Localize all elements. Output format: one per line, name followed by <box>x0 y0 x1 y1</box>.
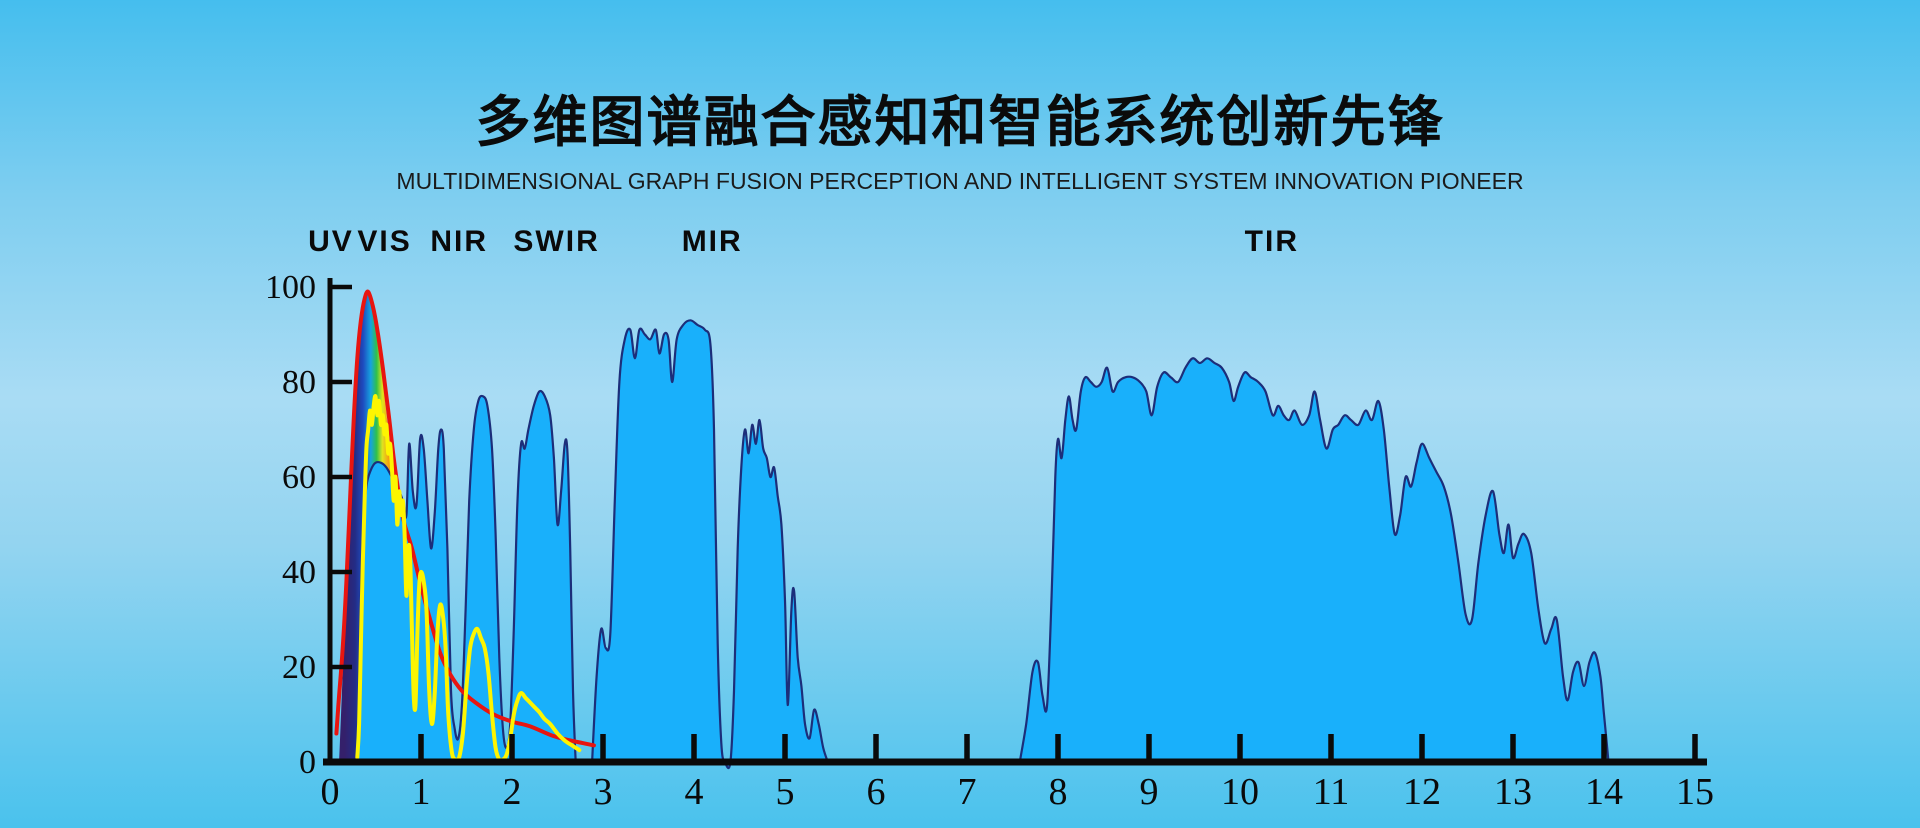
axes <box>323 278 1707 766</box>
page-subtitle: MULTIDIMENSIONAL GRAPH FUSION PERCEPTION… <box>396 168 1524 194</box>
y-tick-label: 40 <box>282 554 316 591</box>
x-tick-label: 12 <box>1403 771 1441 813</box>
plot-series <box>334 289 1610 770</box>
band-label-tir: TIR <box>1245 225 1299 258</box>
spectral-band-labels: UV VIS NIR SWIR MIR TIR <box>308 225 1299 258</box>
band-label-mir: MIR <box>682 225 743 258</box>
x-tick-label: 6 <box>867 771 886 813</box>
x-tick-label: 2 <box>503 771 522 813</box>
x-tick-label: 13 <box>1494 771 1532 813</box>
x-tick-label: 14 <box>1585 771 1623 813</box>
x-tick-label: 4 <box>685 771 704 813</box>
band-label-nir: NIR <box>430 225 488 258</box>
x-tick-label: 15 <box>1676 771 1714 813</box>
x-tick-label: 7 <box>958 771 977 813</box>
y-tick-label: 100 <box>265 269 316 306</box>
y-tick-label: 80 <box>282 364 316 401</box>
y-tick-label: 0 <box>299 744 316 781</box>
y-tick-label: 20 <box>282 649 316 686</box>
page-title: 多维图谱融合感知和智能系统创新先锋 <box>475 91 1445 153</box>
atmospheric-transmission-windows <box>356 319 1610 770</box>
y-tick-label: 60 <box>282 459 316 496</box>
x-tick-label: 11 <box>1313 771 1350 813</box>
surface-solar-spectrum-curve <box>355 394 582 763</box>
x-tick-label: 3 <box>594 771 613 813</box>
band-label-vis: VIS <box>357 225 411 258</box>
x-tick-label: 0 <box>321 771 340 813</box>
x-tick-label: 10 <box>1221 771 1259 813</box>
band-label-uv: UV <box>308 225 354 258</box>
x-tick-label: 1 <box>412 771 431 813</box>
x-tick-label: 9 <box>1140 771 1159 813</box>
blackbody-envelope-curve <box>334 289 596 748</box>
x-tick-label: 5 <box>776 771 795 813</box>
band-label-swir: SWIR <box>513 225 599 258</box>
x-tick-label: 8 <box>1049 771 1068 813</box>
